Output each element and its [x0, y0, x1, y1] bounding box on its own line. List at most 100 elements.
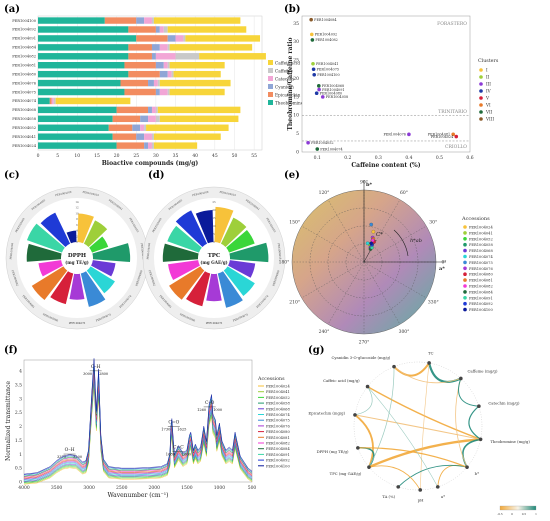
bar-segment-cyanidin [148, 79, 154, 87]
category-label: PER1004100 [192, 191, 209, 197]
legend-label: PER1004041 [469, 231, 493, 235]
angle-spoke [363, 261, 427, 299]
angle-tick-label: 180° [279, 260, 290, 266]
polar-bar [38, 260, 63, 277]
angle-spoke [301, 261, 365, 299]
node-label: Epicatechin (mg/g) [308, 411, 345, 416]
legend-label: PER1004075 [266, 419, 290, 423]
legend-label: I [486, 68, 488, 73]
correlation-edge [367, 386, 439, 488]
category-label: PER1004052 [128, 217, 139, 233]
radial-tick-label: 25 [212, 200, 216, 204]
y-tick-label: 25 [293, 58, 299, 64]
scatter-point [311, 67, 316, 72]
point-label: PER1004081 [428, 133, 450, 137]
panel-label-f: (f) [4, 345, 18, 356]
x-tick-label: 10 [74, 153, 80, 159]
x-tick-label: 1500 [181, 485, 193, 491]
polar-bar [169, 266, 205, 300]
x-tick-label: 0.3 [375, 155, 382, 161]
bar-segment-catechin [159, 26, 164, 33]
x-tick-label: 0.5 [436, 155, 443, 161]
panel-c-polar-bar-chart: PER1004024PER1004041PER1004052PER1004058… [5, 186, 149, 330]
color-point [371, 229, 376, 234]
y-tick-label: PER1004076 [12, 81, 36, 85]
bar-segment-catechin [155, 53, 176, 60]
radial-tick-label: 5 [213, 232, 215, 236]
legend-title: Clusters [478, 58, 499, 64]
legend-marker [463, 254, 467, 259]
angle-spoke [363, 225, 427, 263]
angle-spoke [301, 225, 365, 263]
y-tick-label: PER1004052 [12, 126, 36, 130]
category-label: PER1004058 [277, 243, 282, 260]
polar-bar [26, 223, 65, 253]
legend-marker [463, 307, 467, 312]
correlation-edge [397, 464, 468, 488]
bar-segment-caffeic_acid [159, 115, 239, 123]
node-label: Catechin (mg/g) [488, 401, 520, 406]
x-axis-label: Caffeine content (%) [351, 162, 420, 169]
band-label: C=O [168, 419, 179, 425]
category-label: PER1004084 [147, 242, 152, 259]
correlation-edge [354, 386, 373, 416]
correlation-edge [357, 447, 468, 468]
colorbar-tick: 0 [511, 512, 513, 516]
x-tick-label: 0.4 [405, 155, 412, 161]
bar-segment-catechin [175, 35, 184, 42]
polar-bar [175, 210, 208, 247]
polar-bar [50, 271, 74, 305]
node-label: Caffeine (mg/g) [468, 369, 498, 374]
x-axis-label: Bioactive compounds (mg/g) [102, 160, 199, 167]
band-range-end: 1625 [177, 427, 187, 431]
category-label: PER1004091 [152, 217, 163, 233]
y-tick-label: 3 [19, 396, 22, 402]
center-title: TPC [208, 253, 221, 259]
bar-segment-caffeine [171, 70, 174, 78]
angle-tick-label: 0° [441, 260, 446, 266]
band-range-end: 1600 [182, 452, 192, 456]
node-label: Caffeic acid (mg/g) [323, 378, 360, 383]
x-tick-label: 2500 [116, 485, 128, 491]
x-tick-label: 1000 [214, 485, 226, 491]
x-tick-label: 0.2 [344, 155, 351, 161]
bar-segment-catechin [159, 88, 168, 96]
legend-label: V [485, 96, 490, 101]
legend-label: PER1004075 [469, 261, 493, 265]
bar-segment-epicatechin [120, 79, 149, 87]
category-label: PER1004100 [55, 191, 72, 197]
legend-swatch-epicatechin [268, 92, 273, 97]
legend-label: PER1004082 [266, 442, 290, 446]
point-label: PER1004092 [315, 33, 337, 37]
y-tick-label: 5 [296, 131, 299, 137]
legend-label: PER1004100 [469, 308, 493, 312]
bar-segment-theobromine [38, 142, 117, 149]
angle-spoke [327, 261, 365, 325]
x-tick-label: 5 [56, 153, 59, 159]
legend-label: PER1004084 [469, 290, 493, 294]
correlation-edge [354, 413, 374, 469]
bar-segment-theobromine [38, 97, 50, 105]
x-tick-label: 2000 [149, 485, 161, 491]
legend-marker [463, 260, 467, 265]
b-axis-label: b* [366, 182, 372, 188]
bar-segment-caffeine [53, 97, 56, 105]
node-dot [396, 485, 401, 489]
panel-f-ftir-spectrum: 4000 3500 3000 2500 2000 1500 1000 500 0 0.5 1 1.5 2… [5, 358, 290, 499]
bar-segment-caffeic_acid [153, 133, 221, 140]
legend-label: Theobromine [275, 101, 304, 106]
legend-label: PER1004076 [266, 424, 290, 428]
legend-marker [479, 96, 483, 100]
legend-label: PER1004024 [266, 385, 290, 389]
angle-tick-label: 120° [319, 190, 330, 196]
y-tick-label: 1 [19, 452, 22, 458]
node-dot [365, 384, 370, 389]
legend-label: VI [485, 103, 491, 108]
correlation-edge [366, 385, 482, 441]
bar-segment-epicatechin [112, 115, 141, 123]
polar-bar [167, 225, 202, 253]
category-label: PER1004084 [10, 242, 15, 259]
scatter-point [312, 73, 317, 77]
bar-segment-theobromine [38, 79, 121, 87]
panel-e-color-polar-chart: 90°60°30°0°330°300°270°240°210°180°150°1… [279, 180, 494, 346]
